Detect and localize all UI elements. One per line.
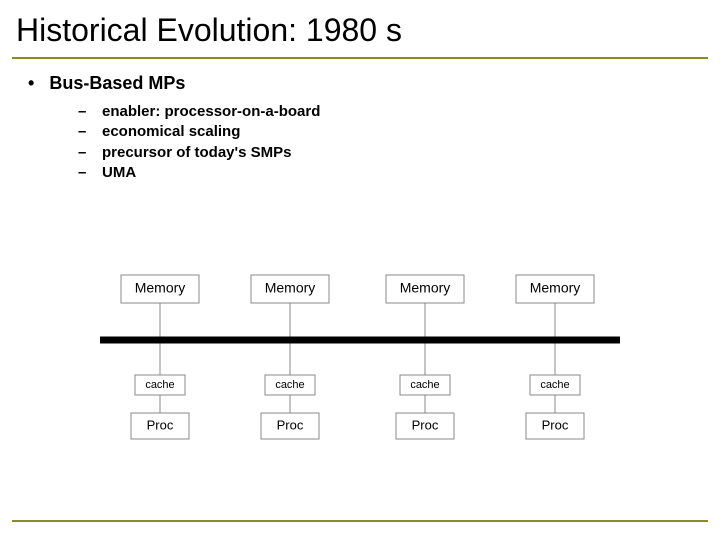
- list-item: – enabler: processor-on-a-board: [78, 102, 720, 122]
- dash-icon: –: [78, 102, 102, 122]
- list-item: – economical scaling: [78, 122, 720, 142]
- dash-icon: –: [78, 122, 102, 142]
- bullet-marker: •: [28, 73, 34, 93]
- svg-text:Proc: Proc: [412, 417, 439, 432]
- main-bullet: • Bus-Based MPs: [0, 59, 720, 102]
- sub-item-text: economical scaling: [102, 122, 240, 142]
- sub-bullet-list: – enabler: processor-on-a-board – econom…: [0, 102, 720, 183]
- list-item: – UMA: [78, 163, 720, 183]
- svg-text:Proc: Proc: [277, 417, 304, 432]
- svg-text:Proc: Proc: [147, 417, 174, 432]
- bus-architecture-diagram: Memory cache Proc Memory cache Proc Memory cach…: [100, 250, 620, 480]
- list-item: – precursor of today's SMPs: [78, 143, 720, 163]
- svg-text:Memory: Memory: [530, 280, 581, 296]
- sub-item-text: enabler: processor-on-a-board: [102, 102, 320, 122]
- svg-text:cache: cache: [275, 379, 304, 391]
- sub-item-text: UMA: [102, 163, 136, 183]
- bullet-text: Bus-Based MPs: [49, 73, 185, 93]
- sub-item-text: precursor of today's SMPs: [102, 143, 291, 163]
- svg-text:Memory: Memory: [265, 280, 316, 296]
- svg-text:Memory: Memory: [135, 280, 186, 296]
- svg-text:cache: cache: [145, 379, 174, 391]
- dash-icon: –: [78, 163, 102, 183]
- svg-text:Memory: Memory: [400, 280, 451, 296]
- footer-line: [12, 520, 708, 522]
- svg-text:Proc: Proc: [542, 417, 569, 432]
- svg-text:cache: cache: [540, 379, 569, 391]
- page-title: Historical Evolution: 1980 s: [0, 0, 720, 57]
- svg-text:cache: cache: [410, 379, 439, 391]
- dash-icon: –: [78, 143, 102, 163]
